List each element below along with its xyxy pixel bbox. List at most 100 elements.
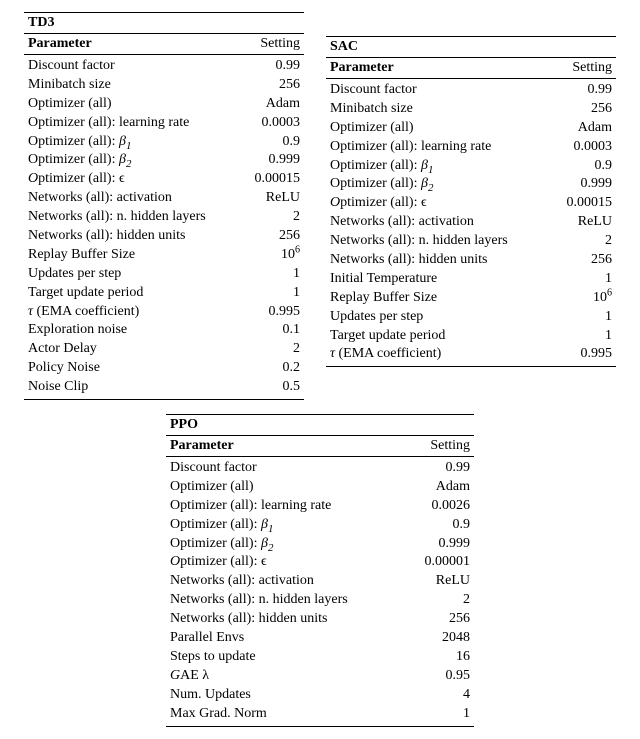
param-label: Networks (all): hidden units — [28, 227, 185, 246]
param-label: Networks (all): activation — [170, 572, 314, 591]
table-row: Target update period1 — [28, 284, 300, 303]
table-row: τ (EMA coefficient)0.995 — [330, 345, 612, 364]
table-row: Networks (all): activation ReLU — [170, 572, 470, 591]
param-value: 16 — [456, 648, 470, 667]
param-label: Optimizer (all): β1 — [28, 133, 131, 152]
table-row: Optimizer (all): β20.999 — [28, 151, 300, 170]
param-label: Minibatch size — [28, 76, 111, 95]
param-value: Adam — [436, 478, 470, 497]
param-value: 256 — [279, 227, 300, 246]
param-label: Discount factor — [28, 57, 115, 76]
param-value: 2 — [605, 232, 612, 251]
table-row: Optimizer (all): β2 0.999 — [330, 175, 612, 194]
param-label: Updates per step — [28, 265, 121, 284]
param-label: Optimizer (all): ϵ — [170, 553, 267, 572]
param-value: 0.9 — [453, 516, 471, 535]
param-value: ReLU — [436, 572, 470, 591]
param-label: Num. Updates — [170, 686, 251, 705]
param-label: Optimizer (all): β2 — [170, 535, 273, 554]
table-row: τ (EMA coefficient)0.995 — [28, 303, 300, 322]
param-value: Adam — [266, 95, 300, 114]
table-row: Optimizer (all)Adam — [170, 478, 470, 497]
table-ppo: PPO Parameter Setting Discount factor0.9… — [166, 414, 474, 726]
table-row: GAE λ0.95 — [170, 667, 470, 686]
table-row: Networks (all): n. hidden layers 2 — [28, 208, 300, 227]
table-rows: Discount factor0.99Minibatch size256Opti… — [326, 79, 616, 366]
param-label: GAE λ — [170, 667, 209, 686]
param-label: τ (EMA coefficient) — [330, 345, 441, 364]
header-setting: Setting — [430, 438, 470, 454]
param-value: 256 — [279, 76, 300, 95]
table-row: Initial Temperature 1 — [330, 270, 612, 289]
top-row: TD3 Parameter Setting Discount factor0.9… — [10, 12, 630, 400]
param-label: Optimizer (all) — [28, 95, 112, 114]
param-label: Target update period — [28, 284, 143, 303]
table-row: Optimizer (all): β1 0.9 — [28, 133, 300, 152]
param-value: 256 — [591, 100, 612, 119]
param-label: Optimizer (all): β2 — [28, 151, 131, 170]
table-row: Parallel Envs 2048 — [170, 629, 470, 648]
param-label: Parallel Envs — [170, 629, 244, 648]
table-row: Replay Buffer Size106 — [330, 289, 612, 308]
table-row: Networks (all): n. hidden layers2 — [170, 591, 470, 610]
param-label: Networks (all): n. hidden layers — [170, 591, 348, 610]
table-row: Optimizer (all): learning rate0.0003 — [28, 114, 300, 133]
param-value: 1 — [605, 270, 612, 289]
param-value: 0.99 — [276, 57, 301, 76]
table-row: Policy Noise0.2 — [28, 359, 300, 378]
param-value: 256 — [591, 251, 612, 270]
table-row: Num. Updates4 — [170, 686, 470, 705]
param-value: 0.999 — [439, 535, 471, 554]
param-label: Optimizer (all): ϵ — [28, 170, 125, 189]
param-value: 0.99 — [446, 459, 471, 478]
table-row: Optimizer (all): ϵ0.00015 — [28, 170, 300, 189]
param-value: 256 — [449, 610, 470, 629]
param-value: Adam — [578, 119, 612, 138]
table-row: Networks (all): activationReLU — [28, 189, 300, 208]
param-value: 0.9 — [283, 133, 301, 152]
param-value: 0.00015 — [567, 194, 613, 213]
table-row: Max Grad. Norm1 — [170, 705, 470, 724]
param-value: 0.5 — [283, 378, 301, 397]
param-value: 1 — [605, 327, 612, 346]
param-label: Noise Clip — [28, 378, 88, 397]
table-row: Actor Delay2 — [28, 340, 300, 359]
param-value: 0.2 — [283, 359, 301, 378]
param-label: Networks (all): n. hidden layers — [330, 232, 508, 251]
param-label: Networks (all): hidden units — [170, 610, 327, 629]
param-label: Exploration noise — [28, 321, 127, 340]
table-row: Updates per step1 — [330, 308, 612, 327]
table-row: Networks (all): hidden units 256 — [170, 610, 470, 629]
table-row: Optimizer (all): ϵ 0.00001 — [170, 553, 470, 572]
table-header: Parameter Setting — [166, 436, 474, 457]
table-title: SAC — [326, 37, 616, 58]
table-row: Optimizer (all): learning rate0.0026 — [170, 497, 470, 516]
table-row: Networks (all): n. hidden layers 2 — [330, 232, 612, 251]
param-value: 2 — [293, 208, 300, 227]
param-label: τ (EMA coefficient) — [28, 303, 139, 322]
table-row: Optimizer (all) Adam — [28, 95, 300, 114]
param-label: Networks (all): hidden units — [330, 251, 487, 270]
param-value: 0.999 — [581, 175, 613, 194]
table-row: Optimizer (all): learning rate0.0003 — [330, 138, 612, 157]
param-label: Networks (all): n. hidden layers — [28, 208, 206, 227]
param-label: Optimizer (all): learning rate — [330, 138, 491, 157]
table-header: Parameter Setting — [24, 34, 304, 55]
table-row: Steps to update16 — [170, 648, 470, 667]
param-label: Optimizer (all): ϵ — [330, 194, 427, 213]
table-row: Optimizer (all): ϵ 0.00015 — [330, 194, 612, 213]
param-value: 0.1 — [283, 321, 301, 340]
table-row: Discount factor 0.99 — [28, 57, 300, 76]
table-row: Updates per step1 — [28, 265, 300, 284]
param-label: Networks (all): activation — [28, 189, 172, 208]
param-label: Initial Temperature — [330, 270, 437, 289]
param-label: Optimizer (all): β2 — [330, 175, 433, 194]
param-value: 0.00001 — [425, 553, 471, 572]
param-label: Discount factor — [330, 81, 417, 100]
param-label: Max Grad. Norm — [170, 705, 267, 724]
table-row: Optimizer (all): β10.9 — [170, 516, 470, 535]
param-value: 106 — [281, 246, 300, 265]
header-param: Parameter — [330, 60, 394, 76]
param-value: 2048 — [442, 629, 470, 648]
param-label: Target update period — [330, 327, 445, 346]
